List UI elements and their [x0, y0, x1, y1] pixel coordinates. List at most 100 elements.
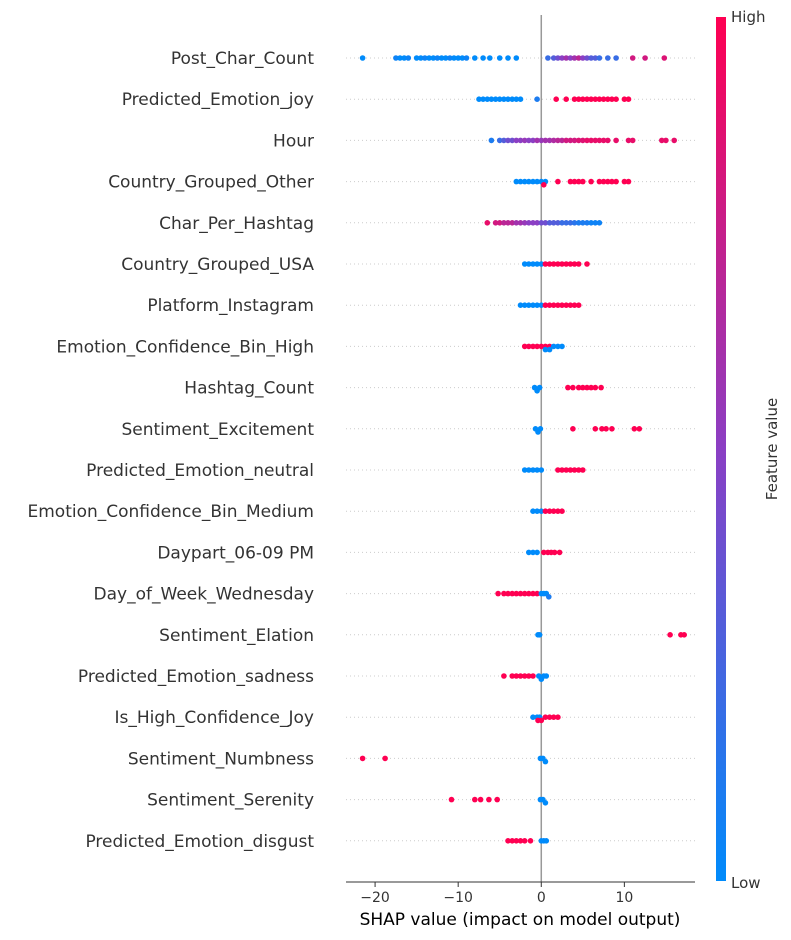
shap-point — [405, 55, 412, 61]
shap-point — [575, 178, 582, 185]
shap-point — [530, 137, 536, 144]
shap-point — [401, 55, 408, 61]
feature-points — [530, 508, 565, 514]
shap-point — [588, 220, 594, 226]
shap-point — [575, 384, 582, 391]
shap-point — [448, 796, 455, 803]
shap-point — [534, 590, 540, 597]
shap-point — [575, 261, 582, 267]
feature-label: Hashtag_Count — [184, 379, 314, 399]
x-tick-label: 10 — [615, 890, 633, 906]
shap-point — [526, 261, 532, 267]
shap-point — [530, 673, 536, 679]
shap-point — [534, 508, 540, 514]
shap-point — [555, 55, 561, 61]
shap-point — [484, 220, 491, 226]
shap-point — [580, 467, 586, 473]
feature-points — [531, 384, 604, 394]
shap-point — [509, 838, 515, 844]
shap-point — [625, 137, 632, 144]
shap-point — [496, 220, 503, 226]
shap-point — [521, 838, 528, 844]
shap-point — [430, 55, 437, 61]
shap-point — [636, 426, 643, 432]
shap-point — [501, 96, 507, 102]
shap-point — [596, 178, 603, 185]
shap-point — [517, 838, 524, 844]
shap-point — [459, 55, 466, 61]
feature-label: Country_Grouped_USA — [121, 255, 314, 275]
shap-point — [575, 137, 582, 144]
shap-point — [592, 96, 599, 102]
shap-point — [534, 467, 540, 473]
shap-point — [542, 346, 549, 353]
shap-point — [546, 220, 553, 226]
feature-label: Is_High_Confidence_Joy — [114, 708, 314, 728]
shap-point — [559, 343, 565, 350]
shap-point — [382, 755, 388, 762]
shap-point — [526, 343, 532, 350]
shap-point — [505, 137, 511, 144]
shap-point — [556, 549, 563, 556]
features: Post_Char_Count Predicted_Emotion_joy Hour… — [28, 49, 687, 852]
shap-point — [550, 261, 557, 267]
shap-point — [559, 467, 565, 473]
shap-point — [600, 96, 607, 102]
feature-points — [530, 714, 561, 724]
shap-point — [613, 137, 619, 144]
shap-point — [505, 55, 511, 61]
shap-point — [534, 220, 540, 226]
shap-point — [625, 178, 632, 185]
shap-point — [592, 55, 599, 61]
shap-point — [580, 178, 586, 185]
shap-point — [565, 384, 571, 391]
shap-point — [513, 137, 520, 144]
shap-point — [517, 220, 524, 226]
feature-label: Sentiment_Excitement — [121, 420, 314, 440]
colorbar-high-label: High — [731, 8, 765, 26]
shap-point — [605, 96, 611, 102]
feature-points — [359, 755, 549, 765]
shap-point — [422, 55, 428, 61]
x-axis: −20 −10 0 10 — [346, 881, 695, 906]
feature-label: Emotion_Confidence_Bin_Medium — [28, 502, 315, 522]
shap-point — [567, 220, 574, 226]
shap-point — [496, 96, 503, 102]
shap-point — [592, 220, 599, 226]
shap-point — [555, 343, 561, 350]
shap-point — [530, 714, 536, 720]
shap-point — [667, 632, 673, 638]
shap-point — [487, 55, 493, 61]
shap-point — [517, 590, 524, 597]
shap-point — [534, 261, 540, 267]
shap-point — [598, 384, 604, 391]
shap-point — [509, 220, 515, 226]
feature-points — [521, 467, 586, 473]
x-axis-title: SHAP value (impact on model output) — [360, 910, 681, 930]
shap-point — [542, 220, 549, 226]
shap-point — [559, 137, 565, 144]
shap-point — [517, 137, 524, 144]
shap-point — [580, 384, 586, 391]
shap-point — [570, 384, 576, 391]
shap-point — [486, 796, 492, 803]
shap-point — [521, 178, 528, 185]
feature-label: Predicted_Emotion_joy — [122, 90, 314, 110]
shap-point — [530, 467, 536, 473]
shap-point — [521, 137, 528, 144]
x-tick-label: −10 — [443, 890, 473, 906]
feature-points — [513, 178, 632, 188]
feature-points — [517, 302, 582, 309]
shap-point — [397, 55, 403, 61]
shap-point — [538, 302, 545, 309]
shap-point — [550, 55, 557, 61]
shap-point — [588, 55, 594, 61]
shap-point — [596, 55, 603, 61]
shap-point — [588, 137, 594, 144]
shap-point — [488, 96, 495, 102]
shap-point — [642, 55, 648, 61]
shap-point — [570, 426, 576, 432]
shap-point — [521, 590, 528, 597]
feature-points — [532, 426, 643, 435]
shap-point — [588, 96, 594, 102]
